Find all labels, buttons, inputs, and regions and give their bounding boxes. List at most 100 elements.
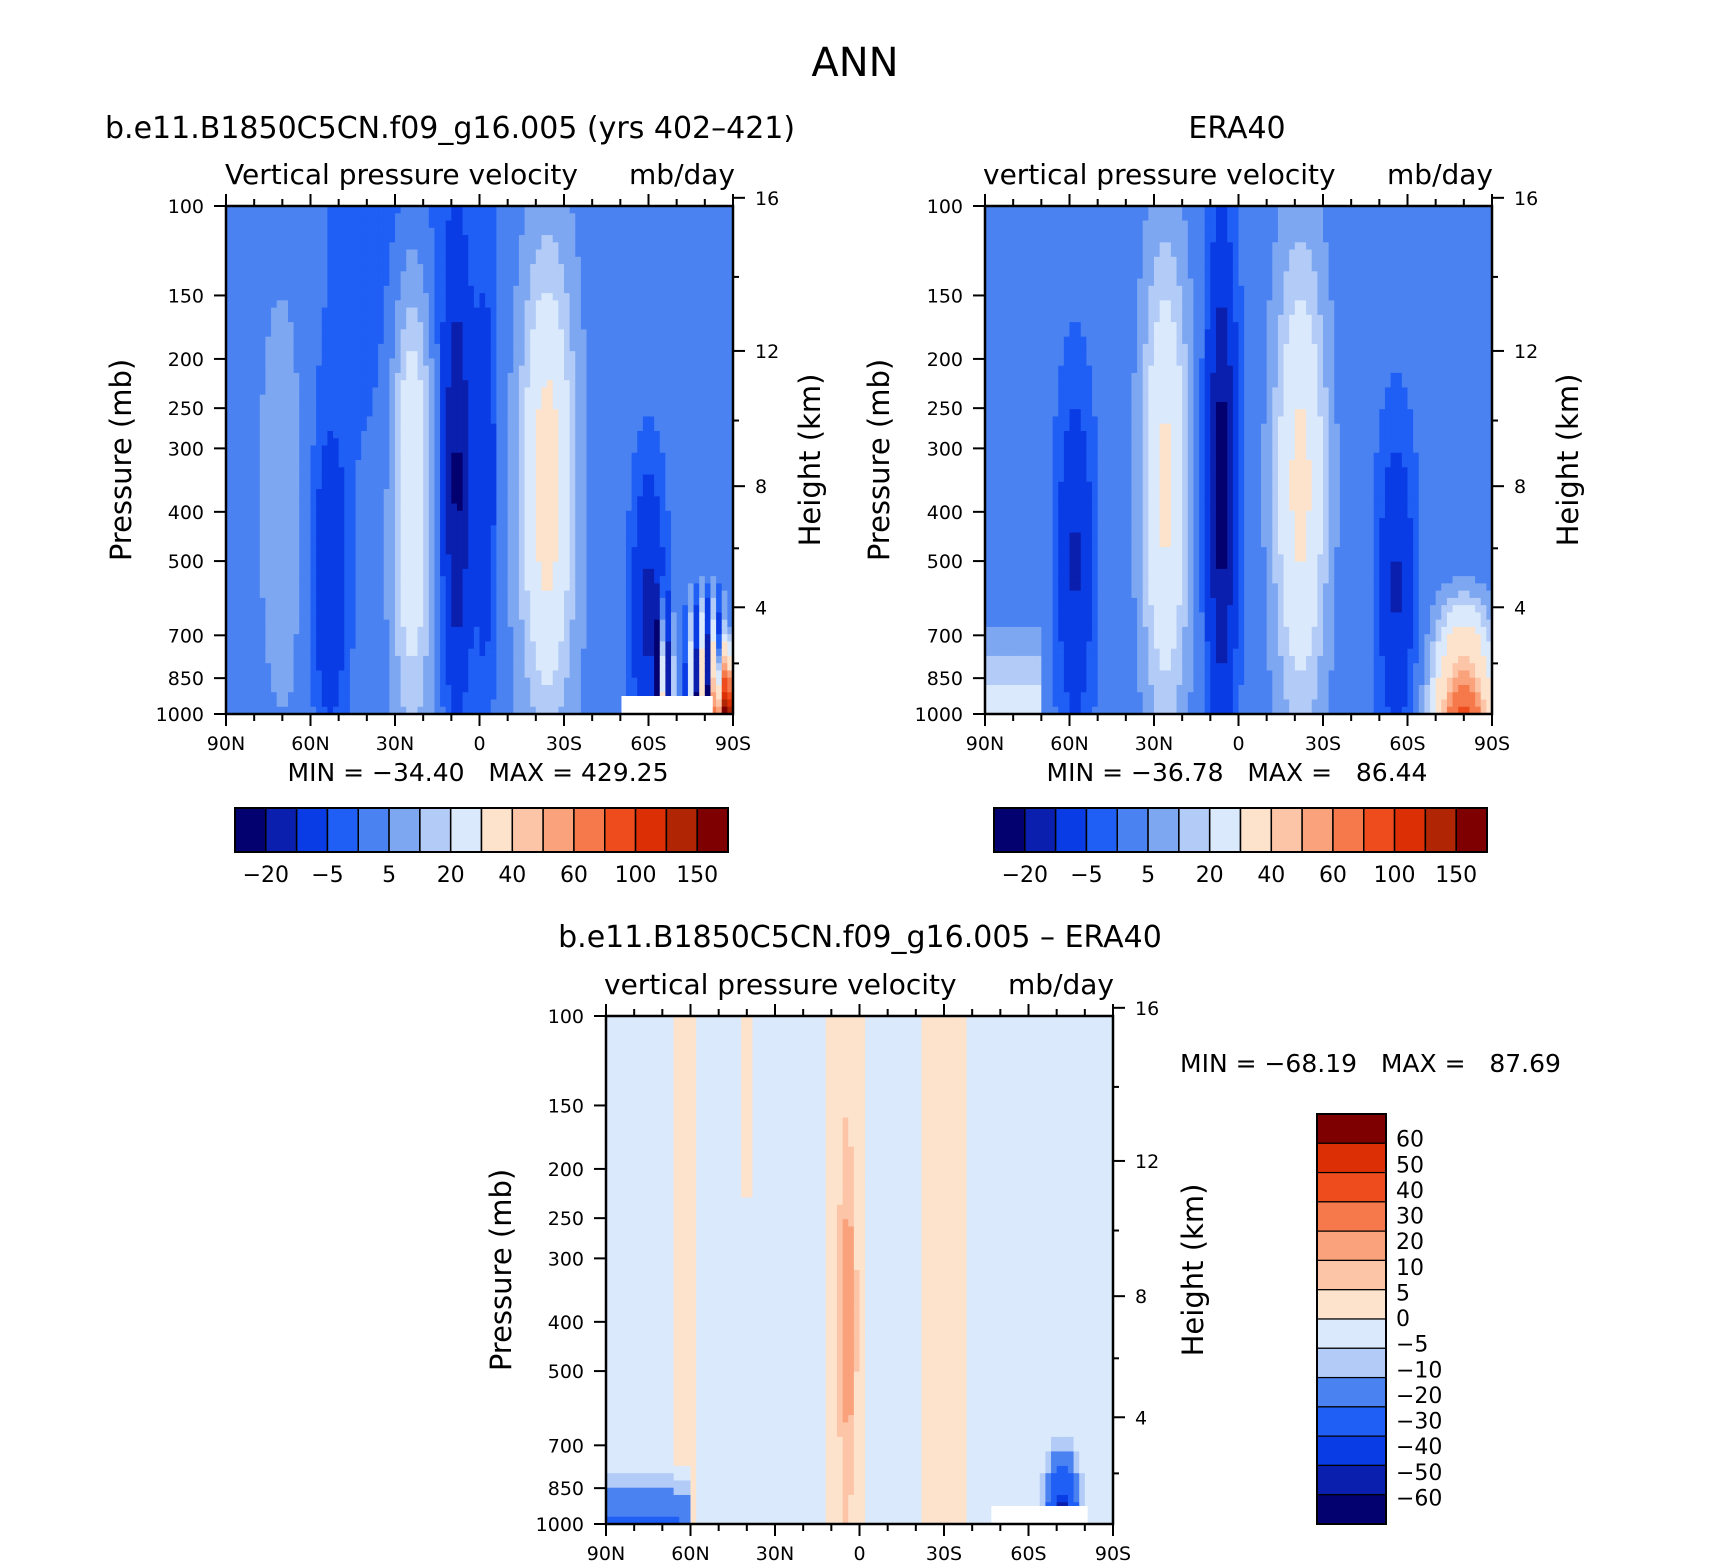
field-cell	[344, 278, 351, 287]
field-cell	[558, 380, 565, 389]
field-cell	[462, 655, 469, 664]
field-cell	[310, 655, 317, 664]
field-cell	[473, 677, 481, 686]
field-cell	[513, 278, 520, 287]
field-cell	[237, 590, 244, 599]
field-cell	[569, 605, 576, 613]
field-cell	[614, 416, 621, 425]
field-cell	[592, 314, 599, 323]
field-cell	[287, 271, 295, 280]
field-cell	[451, 612, 458, 621]
field-cell	[355, 336, 362, 345]
field-cell	[564, 692, 571, 701]
field-cell	[609, 343, 616, 352]
field-cell	[310, 692, 317, 701]
field-cell	[299, 285, 306, 294]
field-cell	[265, 213, 272, 222]
field-cell	[372, 554, 379, 563]
field-cell	[625, 300, 633, 309]
field-cell	[406, 648, 413, 657]
field-cell	[479, 568, 486, 577]
field-cell	[395, 336, 402, 345]
field-cell	[226, 300, 233, 309]
field-cell	[597, 220, 605, 229]
field-cell	[395, 445, 402, 454]
field-cell	[310, 452, 317, 461]
field-cell	[265, 626, 272, 635]
field-cell	[473, 576, 481, 584]
field-cell	[406, 467, 413, 476]
field-cell	[231, 365, 238, 374]
field-cell	[428, 663, 436, 672]
field-cell	[389, 307, 396, 316]
field-cell	[468, 597, 475, 606]
field-cell	[586, 213, 593, 222]
field-cell	[535, 278, 543, 287]
field-cell	[316, 619, 323, 628]
field-cell	[428, 481, 436, 490]
panel-title: b.e11.B1850C5CN.f09_g16.005 (yrs 402–421…	[105, 111, 795, 146]
field-cell	[237, 655, 244, 664]
field-cell	[434, 249, 441, 258]
field-cell	[383, 227, 390, 236]
field-cell	[361, 547, 368, 555]
field-cell	[226, 372, 233, 381]
field-cell	[366, 438, 374, 447]
field-cell	[226, 474, 233, 483]
field-cell	[271, 655, 278, 664]
field-cell	[293, 416, 300, 425]
field-cell	[254, 380, 261, 389]
field-cell	[231, 576, 238, 584]
field-cell	[513, 416, 520, 425]
field-cell	[417, 372, 424, 381]
field-cell	[248, 329, 255, 338]
field-cell	[485, 322, 492, 330]
field-cell	[479, 285, 486, 294]
field-cell	[310, 271, 317, 280]
field-cell	[276, 235, 283, 243]
field-cell	[507, 416, 514, 425]
field-cell	[231, 590, 238, 599]
field-cell	[614, 539, 621, 548]
field-cell	[338, 568, 345, 577]
field-cell	[400, 460, 407, 468]
field-cell	[361, 423, 368, 432]
field-cell	[440, 438, 447, 447]
field-cell	[366, 445, 374, 454]
field-cell	[564, 605, 571, 613]
field-cell	[276, 510, 283, 519]
field-cell	[378, 227, 385, 236]
field-cell	[620, 532, 627, 541]
field-cell	[395, 387, 402, 396]
field-cell	[338, 343, 345, 352]
field-cell	[445, 619, 452, 628]
field-cell	[473, 336, 481, 345]
field-cell	[366, 394, 374, 403]
field-cell	[321, 307, 328, 316]
field-cell	[226, 510, 233, 519]
field-cell	[361, 474, 368, 483]
field-cell	[564, 365, 571, 374]
field-cell	[468, 249, 475, 258]
field-cell	[451, 372, 458, 381]
field-cell	[428, 438, 436, 447]
field-cell	[406, 612, 413, 621]
field-cell	[276, 351, 283, 359]
field-cell	[293, 612, 300, 621]
field-cell	[569, 343, 576, 352]
field-cell	[248, 670, 255, 679]
field-cell	[299, 213, 306, 222]
field-cell	[609, 684, 616, 693]
field-cell	[485, 655, 492, 664]
field-cell	[327, 242, 334, 251]
field-cell	[265, 336, 272, 345]
field-cell	[609, 416, 616, 425]
field-cell	[496, 525, 503, 534]
field-cell	[558, 264, 565, 272]
field-cell	[524, 227, 531, 236]
field-cell	[304, 655, 312, 664]
field-cell	[226, 648, 233, 657]
field-cell	[242, 699, 250, 708]
field-cell	[490, 670, 497, 679]
field-cell	[349, 401, 357, 410]
